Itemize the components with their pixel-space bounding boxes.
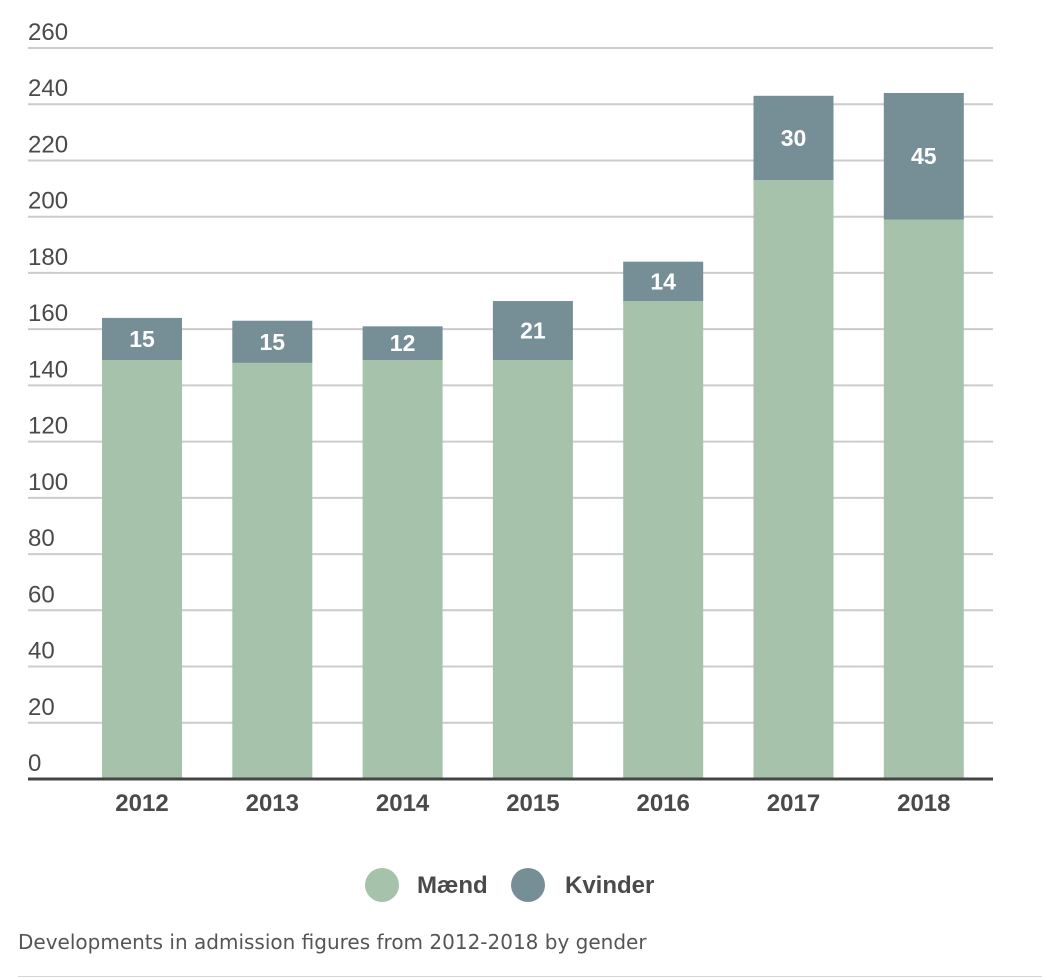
bar-segment-maend [623, 301, 704, 779]
y-tick-label: 240 [28, 75, 68, 102]
bar-segment-maend [753, 180, 834, 779]
data-label: 14 [650, 268, 676, 294]
bar-segment-kvinder [753, 95, 834, 181]
x-tick-label: 2013 [246, 790, 299, 817]
y-tick-label: 180 [28, 244, 68, 271]
bar-segment-maend [232, 362, 313, 779]
y-tick-label: 0 [28, 750, 41, 777]
y-tick-label: 80 [28, 525, 55, 552]
bar-segment-kvinder [883, 92, 964, 220]
data-label: 15 [129, 326, 155, 352]
legend-swatch [511, 868, 545, 902]
bar-segment-kvinder [232, 320, 313, 363]
data-label: 45 [911, 143, 937, 169]
legend: Mænd Kvinder [365, 868, 654, 902]
caption-divider [18, 976, 1042, 977]
y-tick-label: 100 [28, 469, 68, 496]
bar-segment-kvinder [623, 261, 704, 302]
figure-caption: Developments in admission figures from 2… [18, 930, 647, 954]
y-tick-label: 20 [28, 694, 55, 721]
y-axis-tick-labels: 0 20 40 60 80 100 120 140 160 180 200 220 240 260 [28, 19, 68, 777]
y-tick-label: 40 [28, 638, 55, 665]
bar-segment-kvinder [102, 317, 182, 361]
data-label: 15 [260, 329, 286, 355]
x-tick-label: 2014 [376, 790, 430, 817]
x-tick-label: 2017 [767, 790, 820, 817]
y-tick-label: 140 [28, 356, 68, 383]
bar-segment-maend [362, 360, 443, 779]
bars: 15 15 12 21 14 30 45 [102, 92, 964, 779]
x-tick-label: 2015 [506, 790, 559, 817]
x-tick-label: 2016 [637, 790, 690, 817]
data-label: 21 [520, 318, 546, 344]
bar-segment-maend [883, 219, 964, 779]
legend-label: Mænd [417, 872, 488, 899]
data-label: 30 [781, 125, 807, 151]
y-tick-label: 160 [28, 300, 68, 327]
y-tick-label: 60 [28, 581, 55, 608]
legend-swatch [365, 868, 399, 902]
x-tick-label: 2012 [115, 790, 168, 817]
bar-segment-maend [492, 360, 573, 779]
bar-segment-kvinder [492, 301, 573, 361]
bar-segment-kvinder [362, 326, 443, 361]
legend-label: Kvinder [565, 872, 654, 899]
y-tick-label: 260 [28, 19, 68, 46]
data-label: 12 [390, 330, 416, 356]
y-tick-label: 120 [28, 413, 68, 440]
y-tick-label: 200 [28, 188, 68, 215]
y-tick-label: 220 [28, 131, 68, 158]
bar-segment-maend [102, 360, 182, 779]
x-axis-tick-labels: 2012 2013 2014 2015 2016 2017 2018 [115, 790, 950, 817]
x-tick-label: 2018 [897, 790, 950, 817]
